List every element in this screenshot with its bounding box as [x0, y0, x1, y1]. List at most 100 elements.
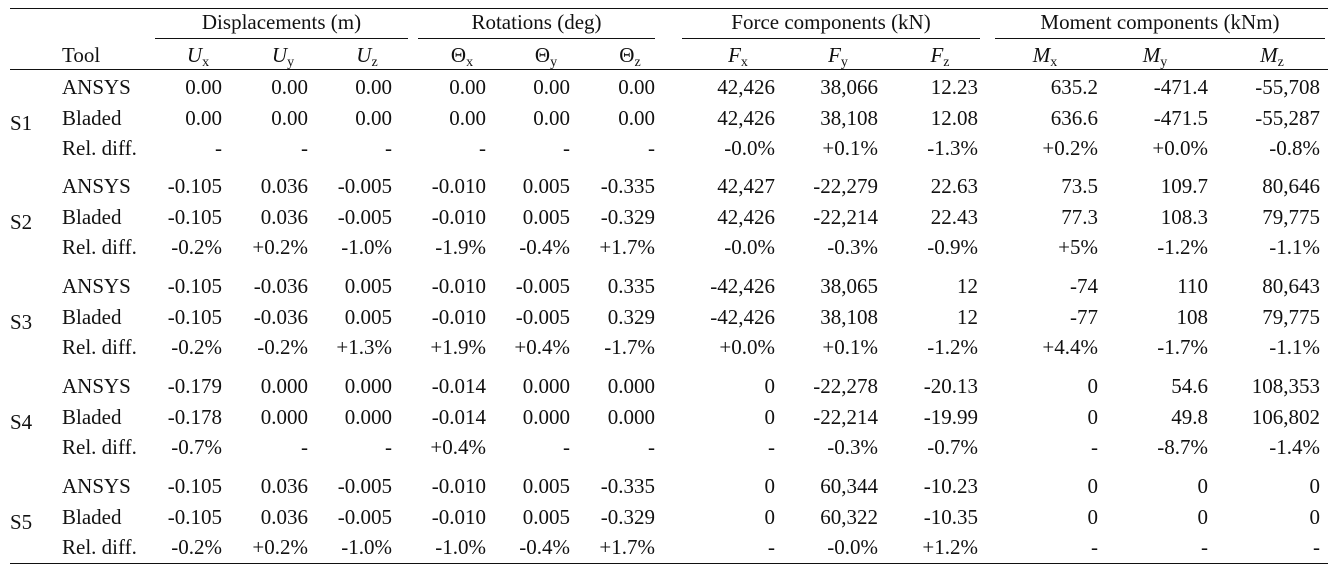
cell: -22,278 [813, 374, 878, 398]
cell: -0.105 [167, 474, 222, 498]
cell: 108,353 [1251, 374, 1320, 398]
group-title: Force components (kN) [731, 10, 931, 34]
cell: -1.2% [927, 335, 978, 359]
cell: 42,426 [717, 105, 775, 130]
cell: 0.005 [522, 474, 570, 498]
cell: -1.3% [927, 136, 978, 160]
cell: 0 [1309, 474, 1321, 498]
top-rule [10, 8, 1328, 9]
cell: -77 [1070, 304, 1098, 329]
column-symbol: M [1032, 43, 1051, 67]
column-header: Ux [158, 43, 238, 75]
cell: 0.00 [449, 105, 486, 130]
cell: 0.000 [522, 374, 570, 398]
cell: -1.9% [435, 235, 486, 259]
cell: 0.036 [260, 174, 308, 198]
cell: +1.2% [922, 535, 978, 559]
cell: -0.2% [171, 335, 222, 359]
cell: -0.105 [167, 274, 222, 298]
cell: 54.6 [1171, 374, 1208, 398]
cell: 0 [764, 504, 776, 529]
cell: -471.4 [1153, 75, 1208, 99]
cell: -55,287 [1255, 105, 1320, 130]
scenario-label: S3 [10, 310, 33, 334]
cell: -10.35 [923, 504, 978, 529]
column-header: Fx [698, 43, 778, 75]
column-subscript: y [287, 55, 295, 70]
cell: -0.005 [337, 204, 392, 229]
column-header: My [1115, 43, 1195, 75]
column-symbol: M [1142, 43, 1161, 67]
tool-name: ANSYS [62, 75, 131, 99]
cell: 73.5 [1061, 174, 1098, 198]
column-subscript: y [550, 55, 558, 70]
cell: 0.005 [522, 174, 570, 198]
cell: 0.000 [344, 404, 392, 429]
cell: 0.000 [260, 404, 308, 429]
cell: 0.000 [607, 404, 655, 429]
cell: -0.8% [1269, 136, 1320, 160]
cell: 12 [957, 274, 978, 298]
column-symbol: U [356, 43, 372, 67]
cell: -20.13 [923, 374, 978, 398]
tool-name: Bladed [62, 304, 122, 329]
cell: -0.7% [171, 435, 222, 459]
cell: -0.0% [724, 136, 775, 160]
column-header: Uz [327, 43, 407, 75]
column-subscript: x [202, 55, 210, 70]
group-title: Displacements (m) [201, 10, 362, 34]
cell: 0.036 [260, 204, 308, 229]
cell: +1.7% [599, 535, 655, 559]
cell: 79,775 [1262, 304, 1320, 329]
cell: 42,426 [717, 75, 775, 99]
group-rule [682, 38, 980, 39]
tool-name: ANSYS [62, 274, 131, 298]
cell: - [768, 435, 775, 459]
cell: -0.335 [600, 174, 655, 198]
cell: 38,066 [820, 75, 878, 99]
cell: 0.005 [344, 304, 392, 329]
column-subscript: z [943, 55, 950, 70]
cell: -0.2% [171, 535, 222, 559]
cell: +0.4% [430, 435, 486, 459]
tool-name: Bladed [62, 105, 122, 130]
cell: 60,344 [820, 474, 878, 498]
cell: 0.00 [355, 105, 392, 130]
cell: - [1091, 435, 1098, 459]
cell: +0.1% [822, 136, 878, 160]
cell: -0.010 [431, 174, 486, 198]
column-subscript: x [740, 55, 748, 70]
cell: 0.00 [618, 75, 655, 99]
cell: 38,108 [820, 105, 878, 130]
cell: -1.1% [1269, 335, 1320, 359]
tool-name: Bladed [62, 204, 122, 229]
cell: -0.2% [171, 235, 222, 259]
cell: +0.1% [822, 335, 878, 359]
cell: 0 [1309, 504, 1321, 529]
cell: -42,426 [710, 274, 775, 298]
cell: -0.3% [827, 435, 878, 459]
group-title: Moment components (kNm) [1040, 10, 1280, 34]
column-symbol: Θ [619, 43, 635, 67]
cell: -0.0% [827, 535, 878, 559]
cell: 0.329 [607, 304, 655, 329]
bottom-rule [10, 563, 1328, 564]
column-subscript: z [1277, 55, 1284, 70]
tool-name: ANSYS [62, 474, 131, 498]
cell: -471.5 [1153, 105, 1208, 130]
group-rule [155, 38, 408, 39]
group-title: Rotations (deg) [471, 10, 602, 34]
cell: 22.43 [930, 204, 978, 229]
cell: -0.329 [600, 504, 655, 529]
cell: +0.2% [252, 235, 308, 259]
tool-name: Rel. diff. [62, 335, 137, 359]
cell: 80,646 [1262, 174, 1320, 198]
cell: - [385, 435, 392, 459]
cell: 0.00 [185, 105, 222, 130]
tool-name: Bladed [62, 404, 122, 429]
cell: 0 [764, 374, 776, 398]
cell: -0.010 [431, 304, 486, 329]
cell: 0 [764, 474, 776, 498]
column-header: Fy [798, 43, 878, 75]
